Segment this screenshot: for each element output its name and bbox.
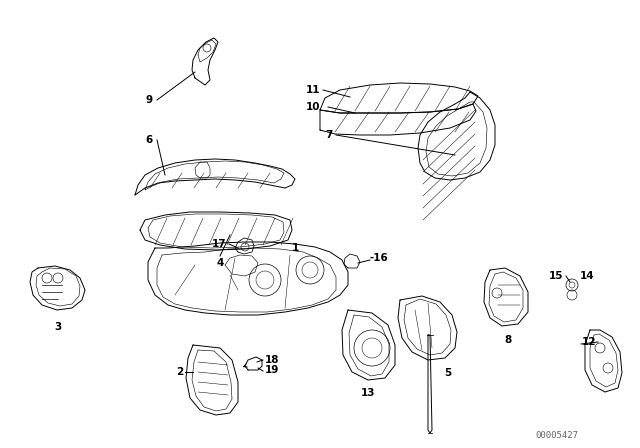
Text: 15: 15 [548, 271, 563, 281]
Text: 19: 19 [265, 365, 280, 375]
Text: 18: 18 [265, 355, 280, 365]
Text: 13: 13 [361, 388, 375, 398]
Text: 7: 7 [326, 130, 333, 140]
Text: 10: 10 [305, 102, 320, 112]
Text: 2: 2 [176, 367, 183, 377]
Text: 11: 11 [305, 85, 320, 95]
Text: 3: 3 [54, 322, 61, 332]
Text: 5: 5 [444, 368, 452, 378]
Text: 1: 1 [291, 243, 299, 253]
Text: 14: 14 [580, 271, 595, 281]
Text: 17: 17 [211, 239, 226, 249]
Text: 8: 8 [504, 335, 511, 345]
Text: 9: 9 [146, 95, 153, 105]
Text: 12: 12 [582, 337, 596, 347]
Text: 00005427: 00005427 [535, 431, 578, 439]
Text: 6: 6 [146, 135, 153, 145]
Text: 4: 4 [216, 258, 224, 268]
Text: -16: -16 [370, 253, 388, 263]
